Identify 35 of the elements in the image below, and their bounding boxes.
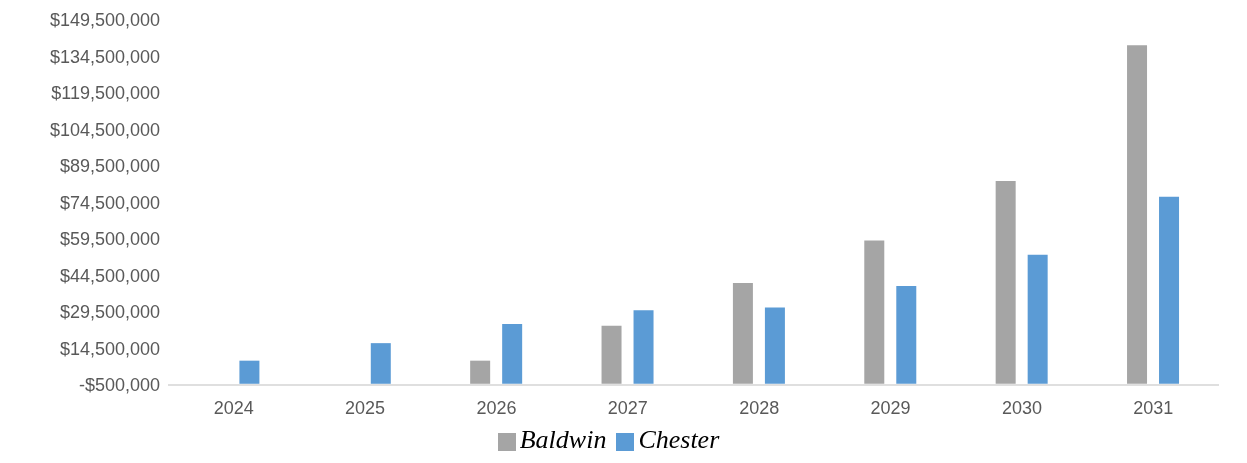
bar [633, 310, 654, 384]
bar [1027, 254, 1048, 384]
bar [470, 360, 491, 384]
bar [1159, 196, 1180, 384]
y-tick-label: $149,500,000 [49, 10, 160, 31]
y-tick-label: $74,500,000 [59, 192, 160, 213]
bar [502, 323, 523, 384]
bar [995, 181, 1016, 384]
x-tick-label: 2024 [213, 397, 254, 418]
x-tick-label: 2028 [739, 397, 780, 418]
x-tick-label: 2031 [1133, 397, 1174, 418]
bar [601, 325, 622, 384]
legend-label: Baldwin [519, 425, 607, 454]
x-tick-label: 2026 [476, 397, 517, 418]
bar [239, 360, 260, 384]
bar [1127, 45, 1148, 384]
y-tick-label: $119,500,000 [51, 83, 160, 104]
x-tick-label: 2025 [345, 397, 386, 418]
x-tick-label: 2030 [1001, 397, 1042, 418]
legend-label: Chester [638, 425, 720, 454]
bar [370, 343, 391, 384]
y-tick-label: $44,500,000 [59, 265, 160, 286]
y-tick-label: $104,500,000 [49, 119, 160, 140]
y-tick-label: $134,500,000 [49, 46, 160, 67]
bar [764, 307, 785, 384]
x-tick-label: 2029 [870, 397, 911, 418]
bar [732, 283, 753, 384]
bar [896, 285, 917, 384]
y-tick-label: -$500,000 [78, 375, 160, 396]
y-tick-label: $89,500,000 [59, 156, 160, 177]
y-tick-label: $59,500,000 [59, 229, 160, 250]
y-tick-label: $29,500,000 [59, 302, 160, 323]
y-tick-label: $14,500,000 [59, 338, 160, 359]
bar [864, 240, 885, 384]
x-tick-label: 2027 [607, 397, 648, 418]
